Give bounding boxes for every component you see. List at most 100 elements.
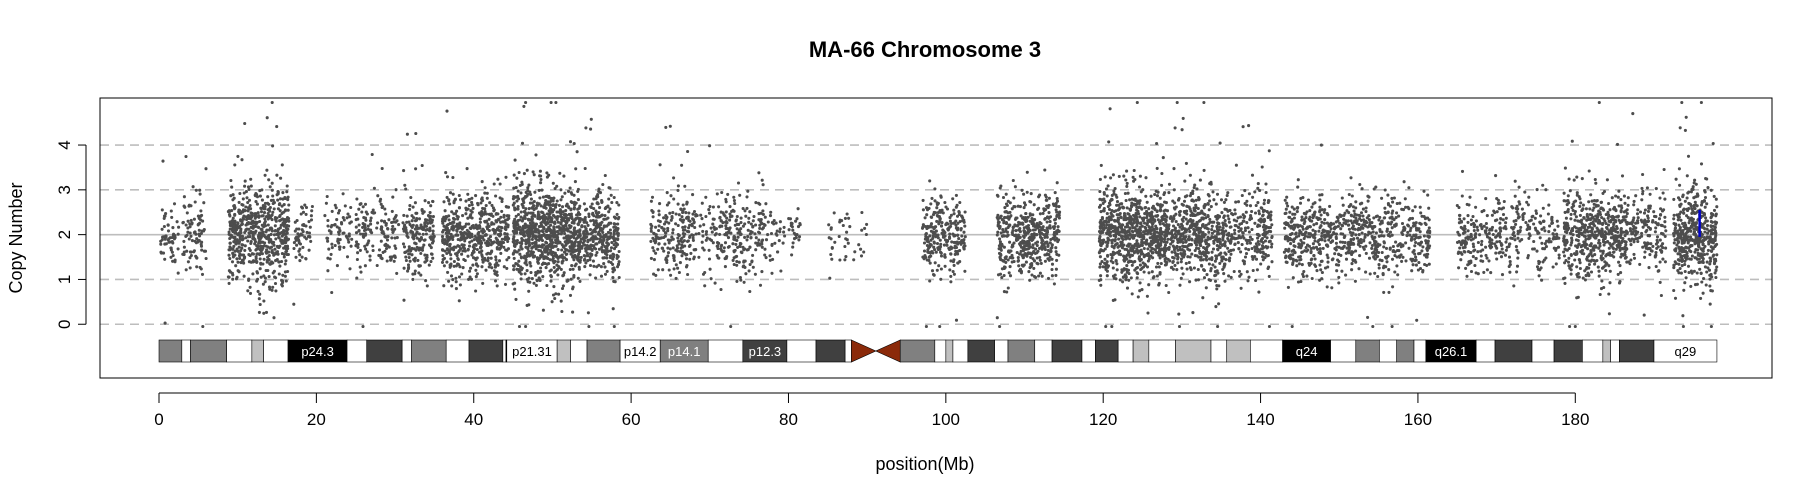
data-point xyxy=(490,240,494,244)
data-point xyxy=(326,239,330,243)
data-point xyxy=(286,252,290,257)
data-point xyxy=(726,192,730,196)
data-point xyxy=(1131,260,1135,264)
data-point xyxy=(431,224,435,228)
data-point xyxy=(489,256,493,260)
data-point xyxy=(162,224,166,229)
data-point xyxy=(679,207,683,211)
data-point xyxy=(764,202,768,206)
data-point xyxy=(578,260,582,264)
data-point xyxy=(922,241,927,245)
data-point xyxy=(1142,265,1146,269)
data-point xyxy=(600,200,604,204)
data-point xyxy=(1053,191,1057,195)
data-point xyxy=(738,244,742,249)
data-point xyxy=(716,256,720,260)
data-point xyxy=(1034,275,1038,279)
data-point xyxy=(954,226,958,230)
data-point xyxy=(455,251,459,255)
data-point xyxy=(957,237,961,241)
data-point xyxy=(549,223,553,227)
data-point xyxy=(1052,237,1056,241)
data-point xyxy=(284,250,288,254)
data-point xyxy=(1107,140,1111,144)
data-point xyxy=(271,198,275,202)
data-point xyxy=(239,219,243,223)
data-point xyxy=(603,256,607,260)
data-point xyxy=(416,258,420,262)
data-point xyxy=(1054,273,1058,277)
data-point xyxy=(247,253,251,257)
data-point xyxy=(1008,265,1012,269)
data-point xyxy=(838,218,842,222)
data-point xyxy=(605,248,609,252)
data-point xyxy=(548,211,552,216)
data-point xyxy=(528,243,532,247)
data-point xyxy=(453,212,458,216)
data-point xyxy=(239,249,243,253)
data-point xyxy=(425,228,429,232)
data-point xyxy=(515,238,519,243)
data-point xyxy=(506,205,511,209)
data-point xyxy=(551,240,555,245)
data-point xyxy=(527,236,531,240)
data-point xyxy=(1019,240,1023,244)
data-point xyxy=(263,276,267,280)
data-point xyxy=(1052,226,1056,231)
data-point xyxy=(553,296,557,301)
data-point xyxy=(551,213,555,218)
data-point xyxy=(585,235,589,239)
data-point xyxy=(517,324,522,329)
data-point xyxy=(237,254,242,258)
data-point xyxy=(598,221,603,225)
data-point xyxy=(176,232,180,236)
data-point xyxy=(184,154,188,159)
data-point xyxy=(506,223,510,227)
data-point xyxy=(404,255,408,259)
data-point xyxy=(544,266,548,270)
data-point xyxy=(347,240,351,244)
data-point xyxy=(166,229,171,233)
data-point xyxy=(167,237,171,241)
data-point xyxy=(865,222,869,226)
data-point xyxy=(338,247,342,251)
data-point xyxy=(1115,195,1119,199)
data-point xyxy=(657,209,661,213)
data-point xyxy=(569,224,573,228)
data-point xyxy=(1008,274,1013,278)
data-point xyxy=(743,259,747,263)
data-point xyxy=(1055,236,1059,241)
data-point xyxy=(1106,184,1110,188)
data-point xyxy=(391,195,395,199)
data-point xyxy=(1162,209,1166,213)
data-point xyxy=(253,216,257,220)
data-point xyxy=(472,238,476,242)
data-point xyxy=(602,262,606,266)
data-point xyxy=(830,257,834,261)
data-point xyxy=(495,284,499,288)
data-point xyxy=(228,227,232,231)
data-point xyxy=(517,248,521,252)
data-point xyxy=(590,252,594,257)
data-point xyxy=(656,219,660,223)
data-point xyxy=(420,163,424,168)
data-point xyxy=(299,212,303,216)
data-point xyxy=(682,234,686,238)
data-point xyxy=(1125,224,1130,228)
data-point xyxy=(667,268,671,272)
data-point xyxy=(1038,271,1042,275)
data-point xyxy=(182,195,186,199)
data-point xyxy=(286,195,290,199)
data-point xyxy=(487,224,491,228)
data-point xyxy=(575,213,579,217)
data-point xyxy=(492,269,496,273)
data-point xyxy=(292,241,296,245)
data-point xyxy=(1009,214,1013,218)
data-point xyxy=(1014,229,1018,233)
data-point xyxy=(553,230,557,234)
data-point xyxy=(410,214,414,218)
data-point xyxy=(554,205,558,209)
data-point xyxy=(1125,206,1129,210)
data-point xyxy=(297,227,301,231)
data-point xyxy=(515,176,519,180)
